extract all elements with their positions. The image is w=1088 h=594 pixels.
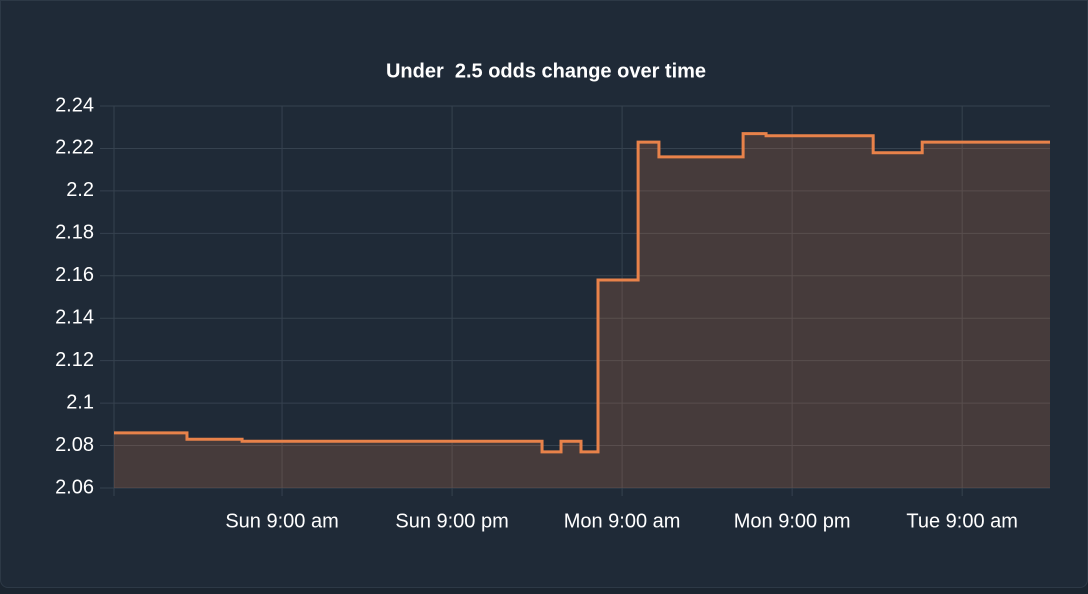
y-tick-label: 2.12	[55, 349, 94, 371]
y-tick-label: 2.24	[55, 94, 94, 116]
y-tick-label: 2.16	[55, 264, 94, 286]
y-tick-label: 2.18	[55, 222, 94, 244]
y-tick-label: 2.2	[66, 179, 94, 201]
line	[114, 132, 1050, 454]
y-tick-label: 2.14	[55, 307, 94, 329]
x-tick-label: Sun 9:00 am	[225, 510, 338, 532]
y-tick-label: 2.08	[55, 434, 94, 456]
x-tick-label: Mon 9:00 pm	[734, 510, 851, 532]
x-tick-label: Sun 9:00 pm	[395, 510, 508, 532]
x-tick-label: Tue 9:00 am	[906, 510, 1018, 532]
chart-title: Under 2.5 odds change over time	[386, 60, 706, 82]
y-tick-label: 2.06	[55, 476, 94, 498]
area	[114, 133, 1050, 489]
x-tick-label: Mon 9:00 am	[564, 510, 681, 532]
y-tick-label: 2.1	[66, 391, 94, 413]
y-tick-label: 2.22	[55, 137, 94, 159]
